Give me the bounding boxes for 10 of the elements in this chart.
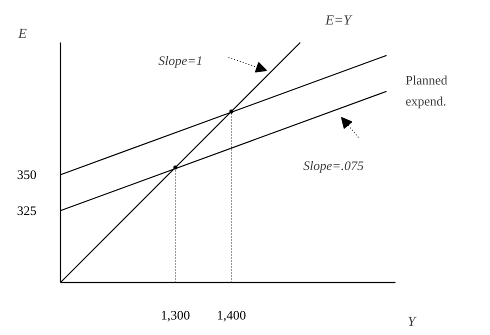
x-axis-title: Y [408, 315, 418, 330]
annotation: Slope=1 [158, 53, 203, 68]
x-tick-label: 1,400 [216, 308, 246, 322]
y-tick-label: 350 [17, 167, 36, 182]
y-axis-title: E [17, 27, 28, 42]
y-tick-label: 325 [17, 203, 36, 218]
x-tick-label: 1,300 [160, 308, 190, 322]
text: E=Y [324, 14, 354, 28]
text: Planned expend. [406, 72, 448, 108]
annotation: Slope=.075 [303, 158, 364, 173]
